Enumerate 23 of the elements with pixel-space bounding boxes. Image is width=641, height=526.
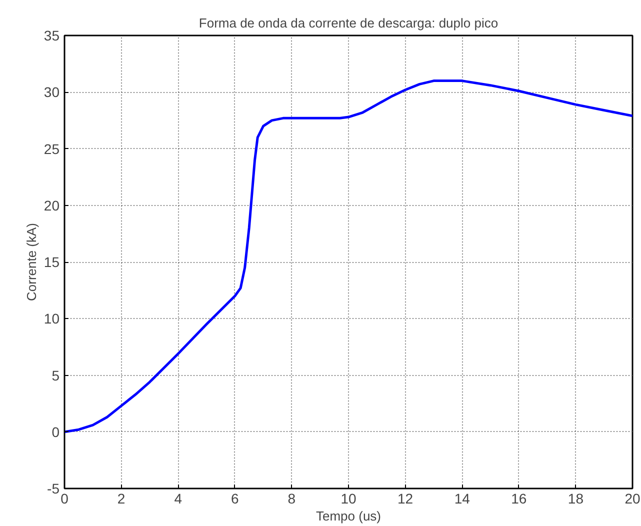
x-axis-title: Tempo (us) (316, 508, 382, 524)
line-series (64, 80, 632, 434)
chart-title: Forma de onda da corrente de descarga: duplo pico (198, 16, 498, 30)
y-tick-label: 5 (52, 367, 60, 384)
y-axis-title: Corrente (kA) (24, 222, 39, 302)
x-tick-label: 4 (174, 490, 182, 506)
x-tick-label: 6 (231, 490, 240, 506)
y-tick-label: -5 (47, 480, 60, 496)
x-tick-label: 2 (117, 490, 126, 506)
x-tick-label: 16 (511, 490, 527, 506)
y-tick-label: 20 (44, 197, 60, 214)
y-tick-label: 10 (44, 310, 60, 327)
x-tick-label: 12 (398, 490, 414, 506)
x-tick-label: 10 (340, 490, 356, 506)
x-tick-label: 14 (454, 490, 470, 506)
y-tick-label: 35 (44, 28, 60, 44)
x-tick-label: 8 (288, 490, 296, 506)
y-tick-label: 0 (52, 424, 60, 440)
x-tick-label: 20 (624, 490, 640, 506)
y-tick-label: 30 (44, 84, 60, 100)
y-tick-label: 25 (44, 140, 60, 157)
x-tick-label: 18 (568, 490, 584, 506)
y-tick-label: 15 (44, 254, 60, 270)
